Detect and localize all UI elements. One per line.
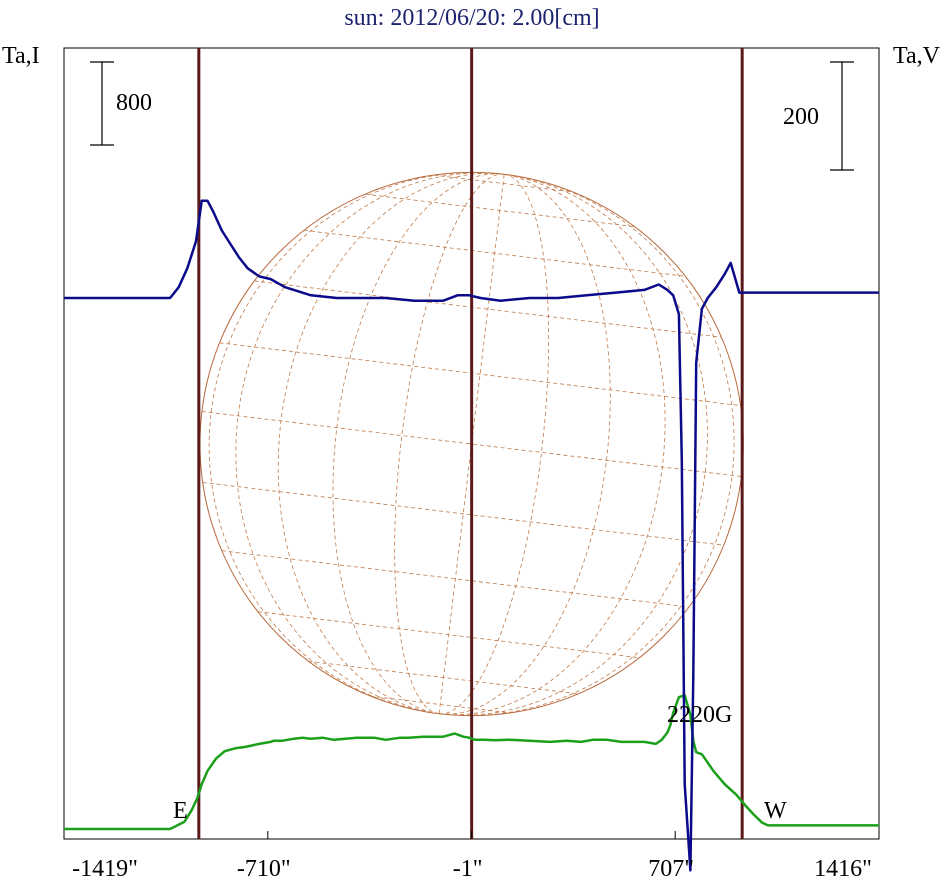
scale-bar-right: [830, 61, 854, 171]
longitude-line: [208, 172, 505, 715]
longitude-line: [235, 172, 505, 715]
x-axis-ticks: -1419" -710" -1" 707" 1416": [63, 831, 880, 882]
longitude-line: [277, 172, 505, 715]
longitude-line: [439, 173, 549, 715]
x-tick-label: -1": [453, 856, 483, 882]
longitude-line: [439, 173, 611, 715]
y-axis-label-right: Ta,V: [893, 43, 941, 69]
chart-title: sun: 2012/06/20: 2.00[cm]: [344, 5, 599, 31]
limb-markers: [197, 48, 744, 839]
latitude-line: [202, 482, 724, 546]
x-tick-label: -1419": [72, 856, 138, 882]
scale-bar-left-label: 800: [116, 90, 152, 116]
latitude-line: [201, 411, 742, 477]
scale-bar-left: [90, 61, 114, 146]
latitude-line: [433, 174, 573, 193]
latitude-line: [219, 342, 741, 406]
x-tick-label: 1416": [814, 856, 872, 882]
scale-bar-right-label: 200: [783, 104, 819, 130]
latitude-line: [221, 550, 689, 608]
x-tick-label: -710": [237, 856, 291, 882]
longitude-line: [332, 173, 505, 715]
longitude-line: [438, 174, 505, 714]
solar-disk-grid: [199, 171, 744, 717]
longitude-line: [439, 173, 735, 716]
series-line-1: [64, 199, 879, 872]
longitude-line: [394, 173, 505, 715]
longitude-line: [439, 173, 666, 716]
west-limb-label: W: [764, 798, 787, 824]
field-strength-annotation: 2220G: [667, 702, 732, 728]
series-group: [64, 199, 879, 872]
longitude-line: [439, 173, 708, 716]
east-limb-label: E: [173, 798, 188, 824]
series-line-0: [64, 693, 879, 831]
x-tick-label: 707": [648, 856, 694, 882]
y-axis-label-left: Ta,I: [2, 43, 40, 69]
